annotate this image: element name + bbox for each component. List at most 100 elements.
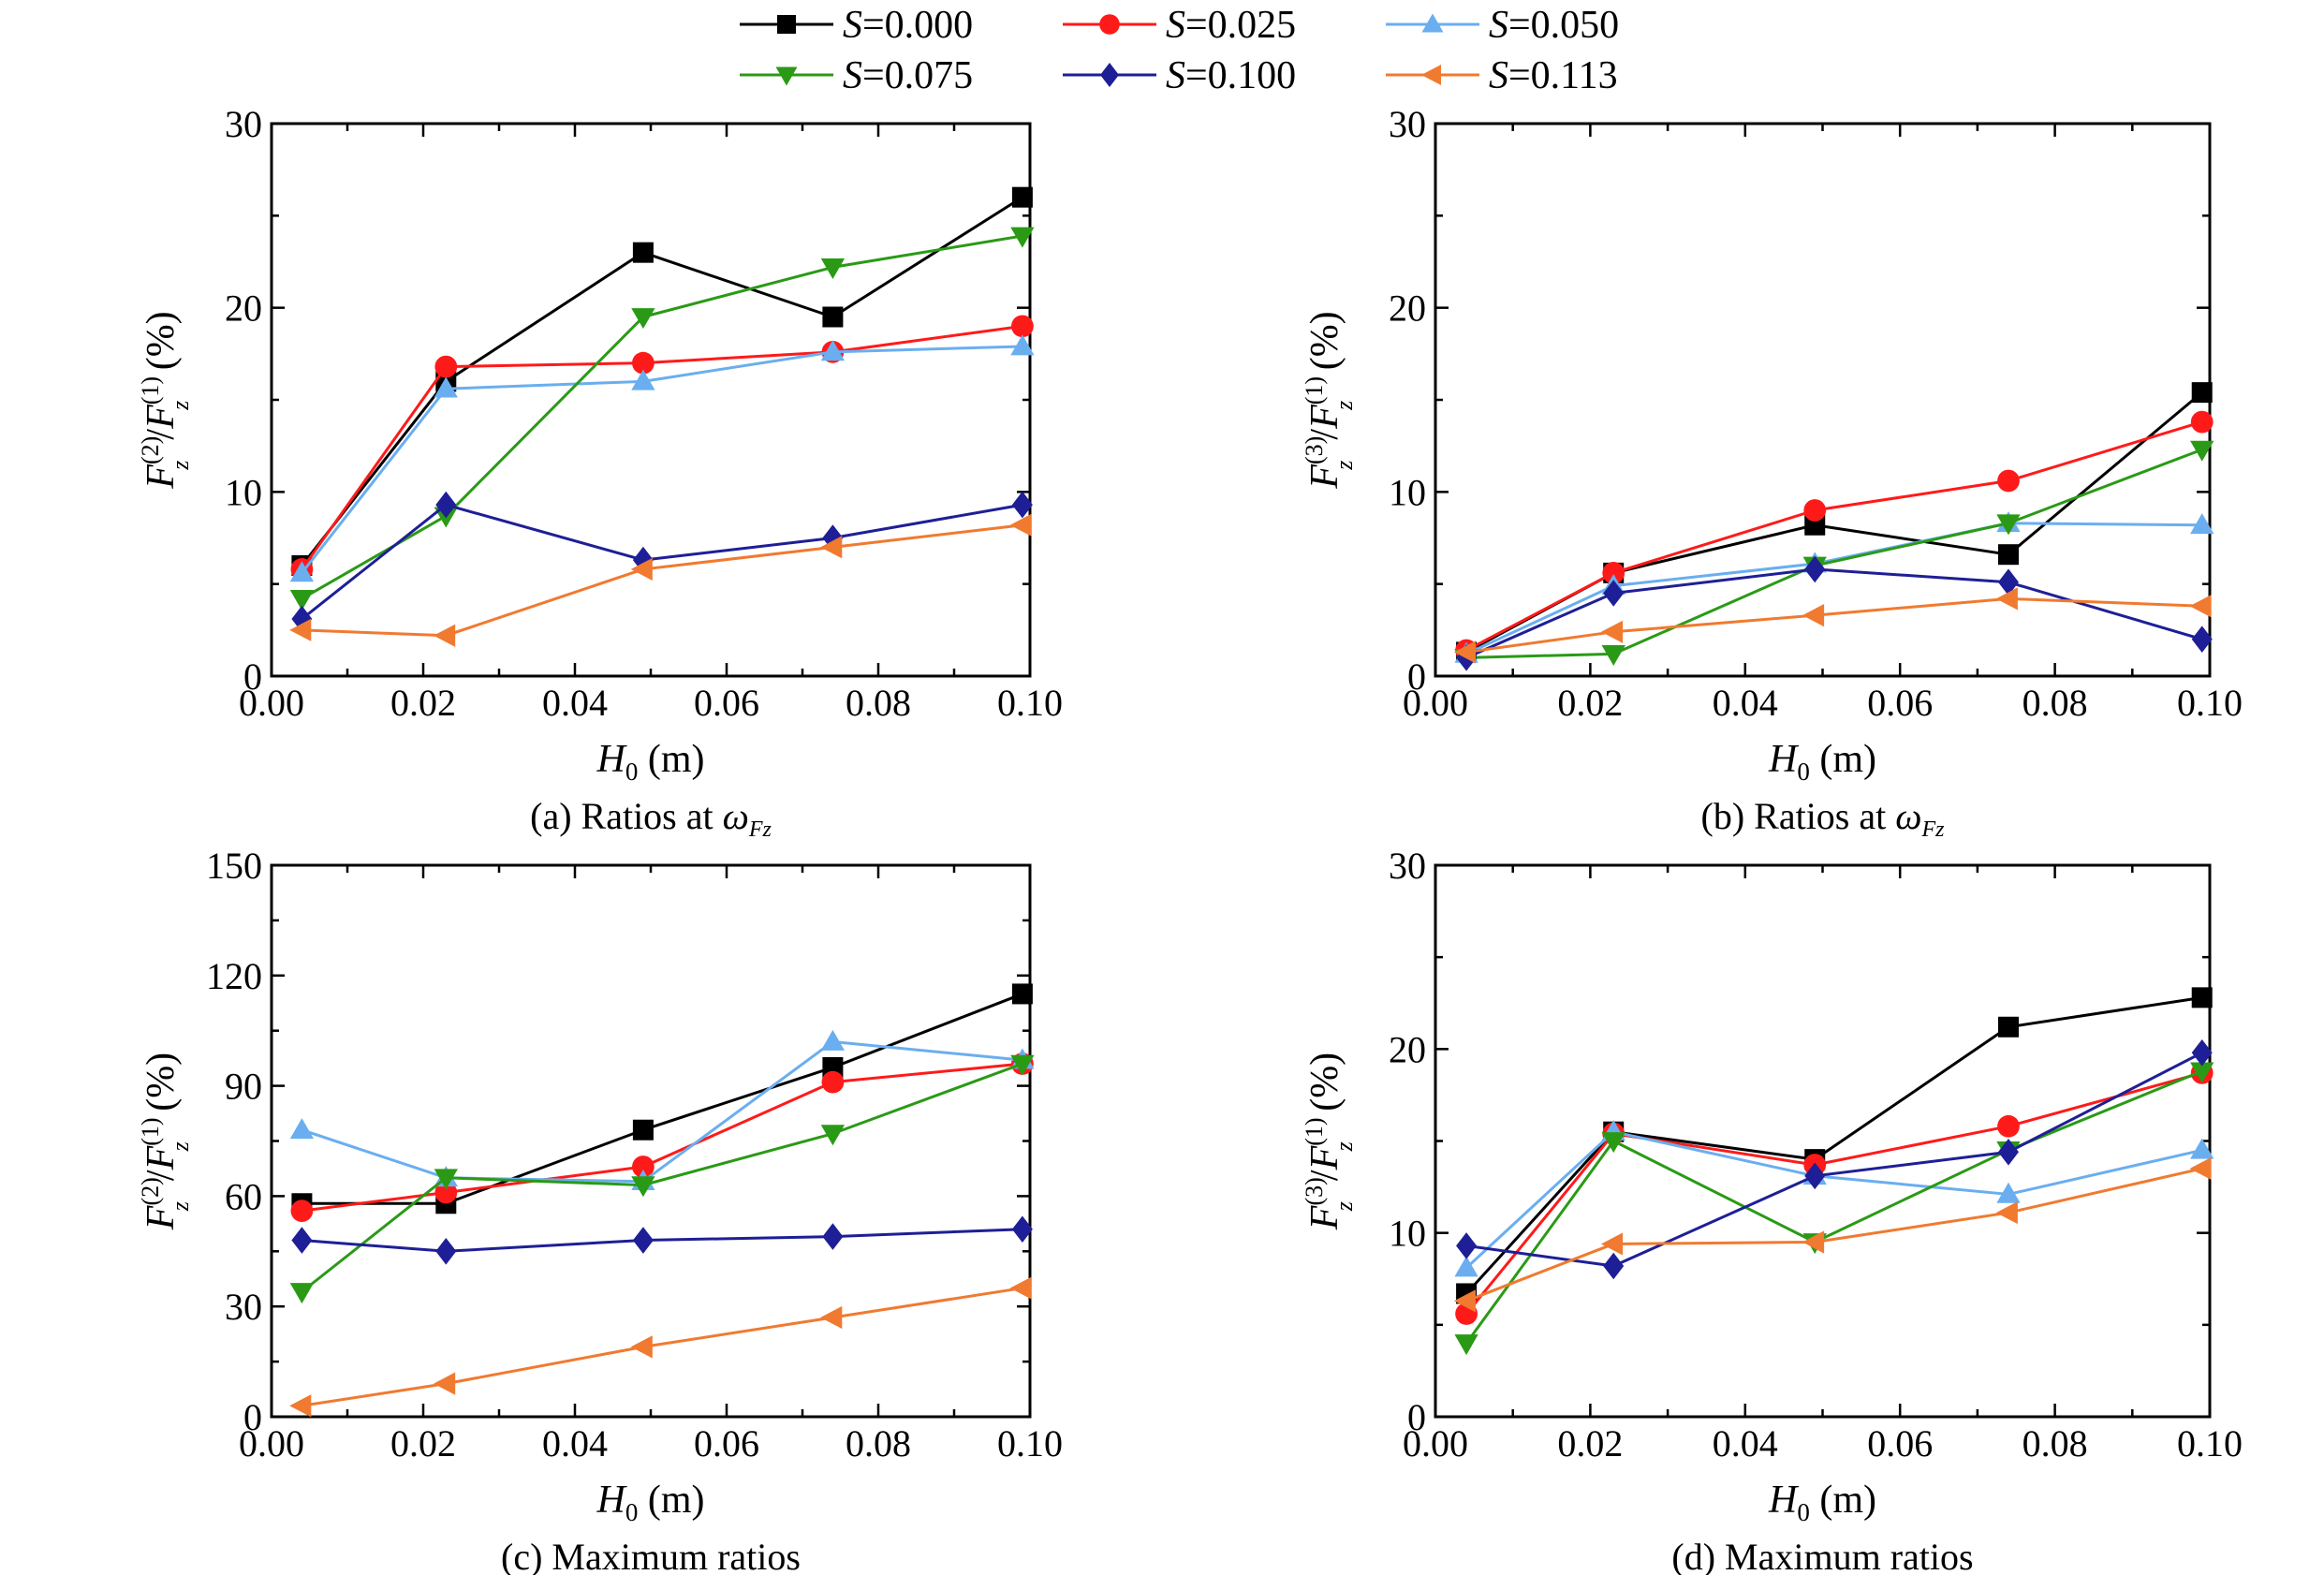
legend-value: =0.000 bbox=[862, 4, 973, 47]
y-label-sub2: z bbox=[1331, 1141, 1358, 1152]
series-s0.000 bbox=[291, 983, 1033, 1214]
legend-label: S=0.100 bbox=[1166, 54, 1296, 97]
y-axis-label: F(3)z/F(1)z (%) bbox=[1301, 1052, 1358, 1230]
y-label-sup2: (1) bbox=[137, 1117, 164, 1145]
legend-marker bbox=[777, 15, 796, 34]
panel-caption: (b) Ratios at ωFz bbox=[1701, 795, 1946, 842]
y-tick-label: 0 bbox=[243, 1396, 262, 1438]
x-axis-label-main: H bbox=[1768, 1479, 1800, 1522]
legend-var: S bbox=[1166, 4, 1185, 47]
data-point bbox=[1011, 186, 1033, 208]
y-label-sub1: z bbox=[1331, 1201, 1358, 1212]
series-s0.025 bbox=[1455, 410, 2214, 662]
x-tick-label: 0.00 bbox=[239, 682, 304, 724]
series-line bbox=[1465, 1130, 2203, 1270]
series-line bbox=[1465, 1167, 2203, 1303]
legend-marker bbox=[775, 66, 798, 86]
data-point bbox=[631, 1176, 655, 1198]
data-point bbox=[1453, 1289, 1476, 1313]
legend-var: S bbox=[1489, 4, 1508, 47]
data-point bbox=[632, 242, 654, 263]
series-line bbox=[302, 523, 1023, 638]
data-point bbox=[1802, 604, 1825, 627]
data-point bbox=[1454, 1334, 1478, 1356]
series-s0.050 bbox=[1454, 1120, 2214, 1277]
legend-item: S=0.050 bbox=[1386, 4, 1619, 47]
data-point bbox=[1802, 1230, 1825, 1254]
data-point bbox=[2191, 382, 2213, 404]
y-axis-label: F(2)z/F(1)z (%) bbox=[137, 1052, 194, 1230]
caption-sub: Fz bbox=[1920, 817, 1945, 842]
legend-item: S=0.100 bbox=[1063, 54, 1296, 97]
x-axis-label: H0 (m) bbox=[1768, 1479, 1876, 1526]
series-line bbox=[1464, 1069, 2203, 1345]
x-axis-label-sub: 0 bbox=[625, 1498, 639, 1526]
x-tick-label: 0.02 bbox=[390, 1422, 456, 1465]
series-line bbox=[302, 993, 1023, 1205]
series-s0.050 bbox=[289, 1029, 1035, 1191]
x-tick-label: 0.02 bbox=[390, 682, 456, 724]
data-point bbox=[2190, 410, 2214, 434]
data-point bbox=[1603, 580, 1625, 607]
y-axis-label: F(3)z/F(1)z (%) bbox=[1301, 311, 1358, 489]
x-tick-label: 0.10 bbox=[2177, 1422, 2243, 1465]
series-s0.025 bbox=[1455, 1061, 2214, 1325]
data-point bbox=[1997, 544, 2019, 566]
plot-frame bbox=[270, 122, 1032, 678]
data-point bbox=[632, 351, 655, 375]
y-label-unit: (%) bbox=[140, 311, 183, 379]
x-tick-label: 0.02 bbox=[1557, 1422, 1623, 1465]
x-tick-label: 0.08 bbox=[846, 1422, 911, 1465]
x-tick-label: 0.10 bbox=[2177, 682, 2243, 724]
series-s0.113 bbox=[289, 1276, 1032, 1418]
data-point bbox=[2191, 1038, 2213, 1067]
legend-item: S=0.113 bbox=[1386, 54, 1618, 97]
series-s0.025 bbox=[290, 315, 1034, 581]
data-point bbox=[1011, 1215, 1033, 1244]
data-point bbox=[1997, 469, 2020, 493]
x-tick-label: 0.02 bbox=[1557, 682, 1623, 724]
data-point bbox=[632, 1155, 655, 1178]
y-tick-label: 20 bbox=[1389, 287, 1426, 330]
series-line bbox=[1465, 420, 2203, 652]
legend-marker bbox=[1099, 14, 1120, 35]
x-tick-label: 0.06 bbox=[1867, 1422, 1933, 1465]
series-line bbox=[1466, 448, 2203, 659]
legend-marker bbox=[1421, 65, 1441, 85]
y-label-sub1: z bbox=[1331, 461, 1358, 471]
y-label-slash: / bbox=[140, 429, 183, 440]
y-tick-label: 150 bbox=[206, 845, 262, 887]
x-tick-label: 0.00 bbox=[239, 1422, 304, 1465]
data-point bbox=[1010, 227, 1035, 248]
data-point bbox=[1010, 1054, 1035, 1076]
y-tick-label: 30 bbox=[1389, 845, 1426, 887]
data-point bbox=[435, 491, 457, 519]
y-label-sup2: (1) bbox=[1301, 376, 1328, 405]
x-tick-label: 0.04 bbox=[542, 1422, 608, 1465]
y-label-sub1: z bbox=[167, 1201, 194, 1212]
legend-value: =0.050 bbox=[1508, 4, 1619, 47]
legend-label: S=0.000 bbox=[843, 4, 973, 47]
data-point bbox=[2190, 1138, 2214, 1159]
series-s0.075 bbox=[289, 227, 1035, 611]
x-tick-label: 0.08 bbox=[2022, 682, 2088, 724]
data-point bbox=[630, 557, 653, 581]
data-point bbox=[1010, 334, 1035, 356]
data-point bbox=[434, 1372, 456, 1395]
data-point bbox=[289, 1394, 312, 1418]
series-s0.000 bbox=[1456, 382, 2213, 663]
y-label-f2: F bbox=[140, 1145, 183, 1170]
data-point bbox=[1996, 1182, 2021, 1203]
data-point bbox=[434, 1181, 458, 1204]
data-point bbox=[1602, 561, 1625, 584]
x-tick-label: 0.04 bbox=[1713, 1422, 1778, 1465]
data-point bbox=[289, 1283, 315, 1304]
x-axis-label-unit: (m) bbox=[638, 738, 704, 781]
x-tick-label: 0.10 bbox=[997, 1422, 1063, 1465]
data-point bbox=[1996, 514, 2021, 536]
